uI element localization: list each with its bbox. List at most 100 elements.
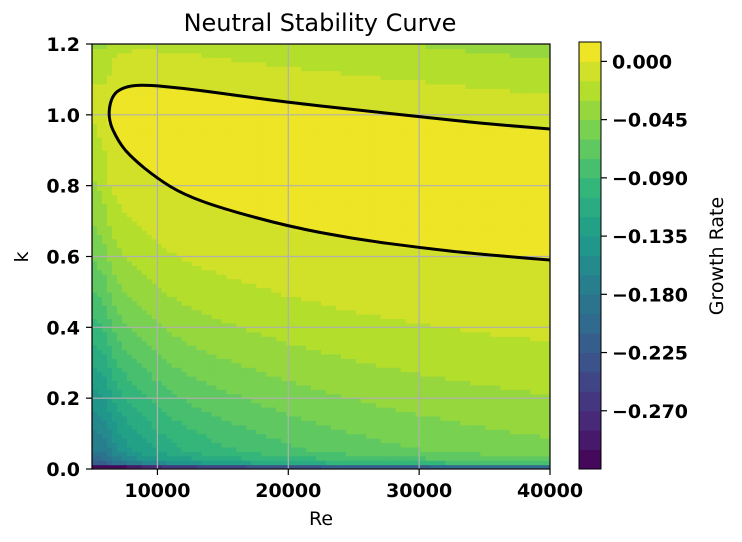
contour-cell <box>425 309 432 315</box>
contour-cell <box>92 451 98 457</box>
contour-cell <box>365 415 372 421</box>
contour-cell <box>286 349 292 355</box>
contour-cell <box>121 420 128 426</box>
contour-cell <box>151 340 158 346</box>
contour-cell <box>241 287 247 293</box>
contour-cell <box>425 438 432 444</box>
contour-cell <box>485 460 491 466</box>
contour-cell <box>131 225 138 231</box>
contour-cell <box>405 429 412 435</box>
contour-cell <box>410 460 417 466</box>
contour-cell <box>196 446 203 452</box>
contour-cell <box>306 389 312 395</box>
contour-cell <box>131 371 138 377</box>
contour-cell <box>266 442 272 448</box>
contour-cell <box>151 287 158 293</box>
contour-cell <box>301 389 307 395</box>
contour-cell <box>291 309 297 315</box>
contour-cell <box>445 309 452 315</box>
contour-cell <box>181 353 188 359</box>
contour-cell <box>470 256 476 262</box>
contour-cell <box>475 367 481 373</box>
contour-cell <box>515 393 521 399</box>
contour-cell <box>470 380 476 386</box>
contour-cell <box>330 389 337 395</box>
contour-cell <box>121 234 128 240</box>
contour-cell <box>126 376 133 382</box>
contour-cell <box>236 353 242 359</box>
contour-cell <box>425 247 432 253</box>
contour-cell <box>395 407 402 413</box>
contour-cell <box>191 349 198 355</box>
contour-cell <box>116 247 123 253</box>
contour-cell <box>211 287 218 293</box>
contour-cell <box>236 331 242 337</box>
contour-cell <box>231 411 237 417</box>
contour-cell <box>365 349 372 355</box>
contour-cell <box>306 336 312 342</box>
contour-cell <box>430 234 437 240</box>
contour-cell <box>156 420 163 426</box>
contour-cell <box>345 384 352 390</box>
contour-cell <box>535 451 541 457</box>
contour-cell <box>226 238 232 244</box>
contour-cell <box>495 415 501 421</box>
contour-cell <box>520 407 526 413</box>
contour-cell <box>375 438 382 444</box>
contour-cell <box>231 260 237 266</box>
contour-cell <box>350 318 357 324</box>
contour-cell <box>231 455 237 461</box>
contour-cell <box>201 442 208 448</box>
contour-cell <box>111 238 118 244</box>
contour-cell <box>485 411 491 417</box>
contour-cell <box>316 411 322 417</box>
contour-cell <box>520 327 526 333</box>
contour-cell <box>405 345 412 351</box>
contour-cell <box>166 446 173 452</box>
contour-cell <box>350 464 357 469</box>
contour-cell <box>500 247 506 253</box>
contour-cell <box>455 234 461 240</box>
contour-cell <box>345 278 352 284</box>
contour-cell <box>226 384 232 390</box>
contour-cell <box>151 402 158 408</box>
contour-cell <box>365 402 372 408</box>
contour-cell <box>335 300 342 306</box>
contour-cell <box>370 247 377 253</box>
contour-cell <box>316 265 322 271</box>
contour-cell <box>380 389 387 395</box>
contour-cell <box>355 424 362 430</box>
contour-cell <box>450 393 457 399</box>
contour-cell <box>301 278 307 284</box>
contour-cell <box>500 380 506 386</box>
contour-cell <box>106 269 113 275</box>
contour-cell <box>236 238 242 244</box>
contour-cell <box>281 367 287 373</box>
contour-cell <box>355 384 362 390</box>
contour-cell <box>510 384 516 390</box>
contour-cell <box>196 229 203 235</box>
contour-cell <box>101 278 108 284</box>
contour-cell <box>350 398 357 404</box>
contour-cell <box>211 398 218 404</box>
contour-cell <box>325 371 332 377</box>
contour-cell <box>146 353 153 359</box>
contour-cell <box>460 287 466 293</box>
contour-cell <box>525 446 531 452</box>
contour-cell <box>191 424 198 430</box>
contour-cell <box>365 327 372 333</box>
contour-cell <box>311 336 317 342</box>
contour-cell <box>201 238 208 244</box>
contour-cell <box>460 345 466 351</box>
contour-cell <box>490 345 496 351</box>
contour-cell <box>480 287 486 293</box>
contour-cell <box>475 407 481 413</box>
contour-cell <box>415 336 422 342</box>
contour-cell <box>470 424 476 430</box>
contour-cell <box>106 265 113 271</box>
contour-cell <box>161 380 168 386</box>
contour-cell <box>425 433 432 439</box>
contour-cell <box>540 238 546 244</box>
contour-cell <box>186 389 193 395</box>
contour-cell <box>385 424 392 430</box>
